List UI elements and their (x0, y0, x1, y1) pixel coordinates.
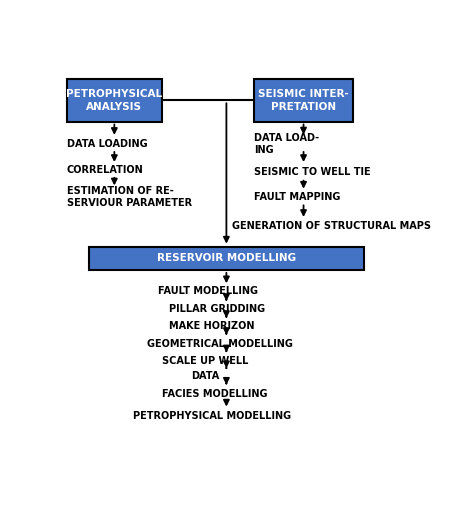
Text: PILLAR GRIDDING: PILLAR GRIDDING (169, 304, 265, 314)
Text: MAKE HORIZON: MAKE HORIZON (169, 321, 255, 331)
Text: FAULT MAPPING: FAULT MAPPING (254, 192, 340, 202)
Text: SCALE UP WELL: SCALE UP WELL (162, 356, 248, 366)
Text: FAULT MODELLING: FAULT MODELLING (158, 287, 258, 297)
Text: DATA LOAD-
ING: DATA LOAD- ING (254, 133, 319, 155)
Text: FACIES MODELLING: FACIES MODELLING (162, 388, 268, 398)
FancyBboxPatch shape (66, 79, 162, 122)
Text: PETROPHYSICAL MODELLING: PETROPHYSICAL MODELLING (133, 411, 291, 421)
Text: PETROPHYSICAL
ANALYSIS: PETROPHYSICAL ANALYSIS (66, 89, 163, 112)
Text: GENERATION OF STRUCTURAL MAPS: GENERATION OF STRUCTURAL MAPS (232, 221, 431, 231)
Text: RESERVOIR MODELLING: RESERVOIR MODELLING (157, 253, 296, 263)
Text: SEISMIC TO WELL TIE: SEISMIC TO WELL TIE (254, 167, 371, 177)
Text: ESTIMATION OF RE-
SERVIOUR PARAMETER: ESTIMATION OF RE- SERVIOUR PARAMETER (66, 186, 191, 208)
Text: CORRELATION: CORRELATION (66, 165, 143, 175)
FancyBboxPatch shape (89, 247, 364, 270)
Text: DATA LOADING: DATA LOADING (66, 139, 147, 149)
Text: DATA: DATA (191, 371, 220, 381)
Text: SEISMIC INTER-
PRETATION: SEISMIC INTER- PRETATION (258, 89, 349, 112)
FancyBboxPatch shape (254, 79, 353, 122)
Text: GEOMETRICAL MODELLING: GEOMETRICAL MODELLING (147, 339, 293, 349)
